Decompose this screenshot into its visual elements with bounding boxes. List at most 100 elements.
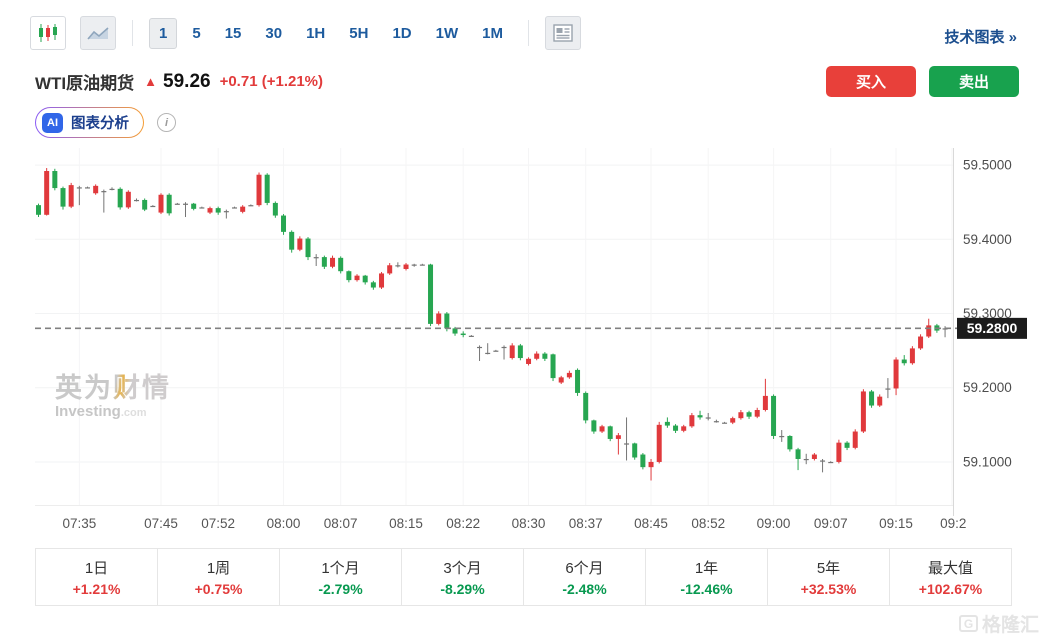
up-arrow-icon: ▲ xyxy=(144,74,158,89)
candle xyxy=(722,421,728,424)
candle xyxy=(158,193,164,215)
stat-cell: 1年 -12.46% xyxy=(645,549,767,605)
stat-label: 1周 xyxy=(206,560,231,577)
candle xyxy=(330,255,336,269)
stat-label: 1年 xyxy=(694,560,719,577)
candle xyxy=(248,204,254,207)
candle xyxy=(697,410,703,420)
candle xyxy=(632,442,638,460)
grid-layer xyxy=(35,148,953,505)
timeframe-button-5[interactable]: 5 xyxy=(183,19,209,48)
line-chart-button[interactable] xyxy=(80,16,116,50)
candle xyxy=(281,214,287,235)
timeframe-button-1w[interactable]: 1W xyxy=(427,19,468,48)
candle xyxy=(534,351,540,361)
candle xyxy=(76,185,82,206)
candle xyxy=(673,424,679,434)
candle xyxy=(199,206,205,209)
stat-value: -2.48% xyxy=(562,581,607,597)
x-axis-label: 08:52 xyxy=(691,516,725,531)
candle xyxy=(411,263,417,267)
candle xyxy=(648,458,654,481)
candles-layer xyxy=(36,168,948,481)
candle xyxy=(419,263,425,266)
candle xyxy=(362,274,368,285)
timeframe-button-1h[interactable]: 1H xyxy=(297,19,334,48)
stat-value: +0.75% xyxy=(194,581,243,597)
candle xyxy=(101,189,107,213)
timeframe-button-5h[interactable]: 5H xyxy=(340,19,377,48)
candle xyxy=(223,209,229,219)
candle xyxy=(836,439,842,464)
candle xyxy=(272,201,278,218)
chart-canvas[interactable]: 59.5000 59.4000 59.3000 59.2000 59.1000 07:35… xyxy=(35,148,1047,540)
x-axis-label: 08:37 xyxy=(569,516,603,531)
candle xyxy=(477,345,483,362)
candle xyxy=(869,389,875,408)
stat-value: +1.21% xyxy=(72,581,121,597)
candle xyxy=(550,353,556,382)
candle xyxy=(713,419,719,423)
candle xyxy=(640,453,646,470)
candle xyxy=(313,254,319,267)
candle xyxy=(305,237,311,261)
buy-button[interactable]: 买入 xyxy=(826,66,916,97)
candle xyxy=(93,184,99,195)
x-axis-label: 08:30 xyxy=(512,516,546,531)
candle xyxy=(860,389,866,434)
info-icon[interactable]: i xyxy=(157,113,176,132)
stat-cell: 1周 +0.75% xyxy=(157,549,279,605)
candle xyxy=(68,182,74,209)
candle xyxy=(174,202,180,205)
x-axis-label: 07:35 xyxy=(62,516,96,531)
chart-toolbar: 1 5 15 30 1H 5H 1D 1W 1M 技术图表 » xyxy=(0,0,1047,56)
timeframe-button-15[interactable]: 15 xyxy=(216,19,251,48)
x-axis-label: 08:15 xyxy=(389,516,423,531)
candlestick-chart[interactable]: 59.5000 59.4000 59.3000 59.2000 59.1000 07:35… xyxy=(35,148,1047,540)
stat-value: +102.67% xyxy=(918,581,983,597)
candle xyxy=(403,263,409,271)
candle xyxy=(142,198,148,212)
stat-cell: 3个月 -8.29% xyxy=(401,549,523,605)
candle xyxy=(599,424,605,434)
candle xyxy=(109,187,115,191)
candle xyxy=(558,375,564,385)
candle xyxy=(624,417,630,461)
ai-chart-analysis-button[interactable]: AI 图表分析 xyxy=(35,107,144,138)
timeframe-button-1m[interactable]: 1M xyxy=(473,19,512,48)
stat-value: +32.53% xyxy=(800,581,857,597)
stat-cell: 6个月 -2.48% xyxy=(523,549,645,605)
timeframe-button-30[interactable]: 30 xyxy=(256,19,291,48)
y-axis-label: 59.1000 xyxy=(963,454,1012,469)
y-axis-label: 59.3000 xyxy=(963,306,1012,321)
candle xyxy=(289,230,295,253)
candle xyxy=(877,394,883,408)
news-icon xyxy=(553,24,573,42)
x-axis-label: 09:2 xyxy=(940,516,966,531)
candle xyxy=(428,263,434,327)
candle xyxy=(754,407,760,419)
technical-chart-link[interactable]: 技术图表 » xyxy=(944,29,1017,46)
news-panel-button[interactable] xyxy=(544,16,581,50)
candle xyxy=(436,311,442,326)
trade-buttons: 买入 卖出 xyxy=(826,66,1019,97)
candle xyxy=(240,205,246,214)
stat-cell: 5年 +32.53% xyxy=(767,549,889,605)
performance-stats: 1日 +1.21% 1周 +0.75% 1个月 -2.79% 3个月 -8.29% 6个月 -2.… xyxy=(35,548,1012,606)
candle xyxy=(191,202,197,211)
candle xyxy=(52,168,58,191)
timeframe-button-1d[interactable]: 1D xyxy=(383,19,420,48)
candle xyxy=(901,355,907,366)
gelonghui-text: 格隆汇 xyxy=(981,615,1039,636)
candle xyxy=(232,206,238,209)
timeframe-button-1[interactable]: 1 xyxy=(149,17,178,49)
candle xyxy=(501,345,507,360)
sell-button[interactable]: 卖出 xyxy=(929,66,1019,97)
candle xyxy=(738,409,744,420)
candlestick-chart-button[interactable] xyxy=(30,16,66,50)
x-axis-label: 09:00 xyxy=(757,516,791,531)
candle xyxy=(681,424,687,433)
stat-label: 5年 xyxy=(816,560,841,577)
candle xyxy=(615,433,621,455)
